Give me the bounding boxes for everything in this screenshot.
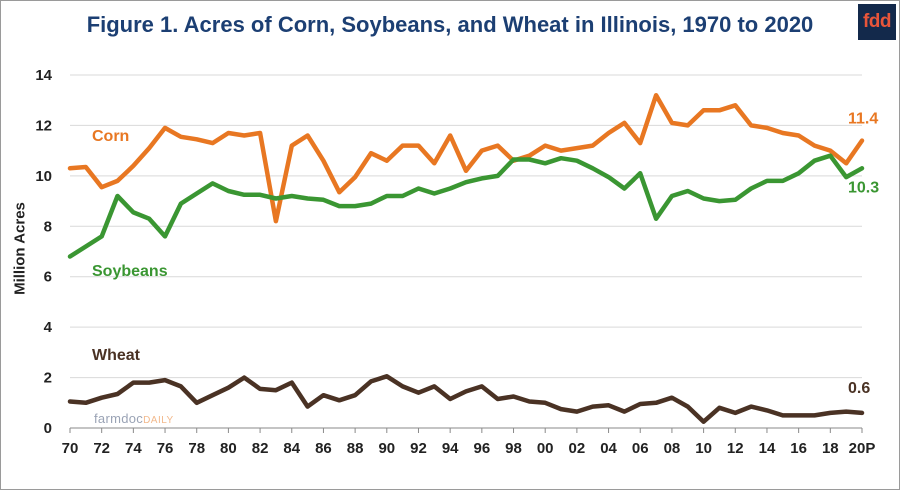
y-tick-label: 10 <box>35 168 52 185</box>
y-tick-label: 12 <box>35 117 52 134</box>
x-tick-label: 10 <box>695 440 712 457</box>
farmdoc-watermark: farmdocDAILY <box>94 411 174 426</box>
end-value-label-wheat: 0.6 <box>848 380 870 397</box>
y-tick-label: 4 <box>44 319 53 336</box>
x-tick-label: 02 <box>569 440 586 457</box>
chart-title: Figure 1. Acres of Corn, Soybeans, and W… <box>86 12 814 37</box>
x-tick-label: 88 <box>347 440 364 457</box>
series-label-wheat: Wheat <box>92 347 141 364</box>
y-tick-label: 8 <box>44 218 52 235</box>
x-tick-label: 98 <box>505 440 522 457</box>
x-tick-label: 74 <box>125 440 142 457</box>
y-tick-label: 14 <box>35 67 52 84</box>
y-tick-label: 2 <box>44 370 52 387</box>
x-tick-label: 70 <box>62 440 79 457</box>
end-value-label-corn: 11.4 <box>848 111 878 128</box>
end-value-label-soybeans: 10.3 <box>848 179 879 196</box>
x-tick-label: 20P <box>849 440 876 457</box>
y-tick-label: 6 <box>44 269 52 286</box>
series-line-corn <box>67 92 865 224</box>
x-tick-label: 76 <box>157 440 174 457</box>
x-tick-label: 86 <box>315 440 332 457</box>
x-tick-label: 18 <box>822 440 839 457</box>
watermark-sub: DAILY <box>143 415 174 426</box>
x-tick-label: 04 <box>600 440 617 457</box>
series-label-corn: Corn <box>92 128 129 145</box>
x-tick-label: 14 <box>759 440 776 457</box>
x-tick-label: 06 <box>632 440 649 457</box>
x-tick-label: 92 <box>410 440 427 457</box>
x-tick-label: 16 <box>790 440 807 457</box>
x-tick-label: 94 <box>442 440 459 457</box>
x-tick-label: 90 <box>378 440 395 457</box>
series-line-wheat <box>67 374 865 424</box>
x-tick-label: 08 <box>664 440 681 457</box>
watermark-main: farmdoc <box>94 411 144 426</box>
x-tick-label: 00 <box>537 440 554 457</box>
x-tick-label: 80 <box>220 440 237 457</box>
series-line-soybeans <box>67 153 865 259</box>
x-tick-label: 82 <box>252 440 269 457</box>
x-tick-label: 12 <box>727 440 744 457</box>
x-tick-label: 96 <box>473 440 490 457</box>
x-tick-label: 72 <box>93 440 110 457</box>
series-label-soybeans: Soybeans <box>92 263 168 280</box>
x-tick-label: 78 <box>188 440 205 457</box>
x-tick-label: 84 <box>283 440 300 457</box>
y-tick-label: 0 <box>44 420 52 437</box>
fdd-logo: fdd <box>858 4 896 40</box>
